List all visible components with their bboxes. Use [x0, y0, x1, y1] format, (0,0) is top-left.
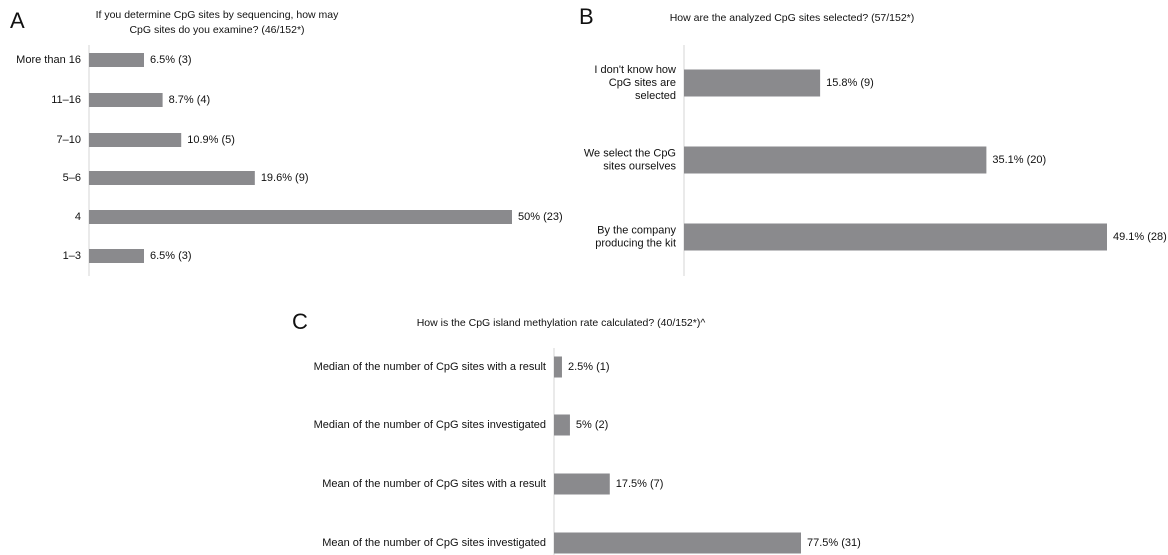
category-label: Mean of the number of CpG sites investig…: [322, 537, 546, 549]
category-label: By the company: [597, 224, 676, 236]
data-label: 17.5% (7): [616, 478, 664, 490]
bar: [684, 146, 987, 174]
data-label: 5% (2): [576, 419, 608, 431]
category-label: 7–10: [57, 134, 81, 146]
panel-letter-c: C: [292, 309, 308, 334]
data-label: 50% (23): [518, 211, 563, 223]
chart-title: How are the analyzed CpG sites selected?…: [670, 12, 915, 24]
data-label: 19.6% (9): [261, 172, 309, 184]
chart-title: CpG sites do you examine? (46/152*): [129, 24, 304, 36]
data-label: 2.5% (1): [568, 361, 610, 373]
bar: [89, 210, 512, 224]
data-label: 35.1% (20): [992, 154, 1046, 166]
data-label: 6.5% (3): [150, 250, 192, 262]
category-label: 5–6: [63, 172, 81, 184]
bar: [89, 133, 182, 147]
category-label: Median of the number of CpG sites invest…: [314, 419, 546, 431]
category-label: We select the CpG: [584, 147, 676, 159]
chart-title: If you determine CpG sites by sequencing…: [96, 9, 340, 21]
bar: [684, 69, 821, 97]
panel-letter-b: B: [579, 4, 594, 29]
category-label: 11–16: [51, 94, 81, 106]
bar: [89, 93, 163, 107]
category-label: 4: [75, 211, 81, 223]
data-label: 77.5% (31): [807, 537, 861, 549]
panel-letter-a: A: [10, 8, 25, 33]
category-label: 1–3: [63, 250, 81, 262]
category-label: I don't know how: [594, 64, 676, 76]
data-label: 8.7% (4): [169, 94, 211, 106]
data-label: 10.9% (5): [187, 134, 235, 146]
bar: [554, 532, 801, 554]
data-label: 15.8% (9): [826, 77, 874, 89]
category-label: Median of the number of CpG sites with a…: [314, 361, 546, 373]
chart-title: How is the CpG island methylation rate c…: [417, 317, 706, 329]
bar: [684, 223, 1107, 251]
category-label: More than 16: [16, 54, 81, 66]
bar: [554, 356, 562, 378]
bar: [89, 249, 144, 263]
category-label: selected: [635, 90, 676, 102]
data-label: 6.5% (3): [150, 54, 192, 66]
bar: [554, 414, 570, 436]
bar: [554, 473, 610, 495]
bar: [89, 171, 255, 185]
category-label: Mean of the number of CpG sites with a r…: [322, 478, 546, 490]
data-label: 49.1% (28): [1113, 231, 1167, 243]
category-label: sites ourselves: [603, 160, 676, 172]
category-label: producing the kit: [595, 237, 676, 249]
category-label: CpG sites are: [609, 77, 676, 89]
bar: [89, 53, 144, 67]
